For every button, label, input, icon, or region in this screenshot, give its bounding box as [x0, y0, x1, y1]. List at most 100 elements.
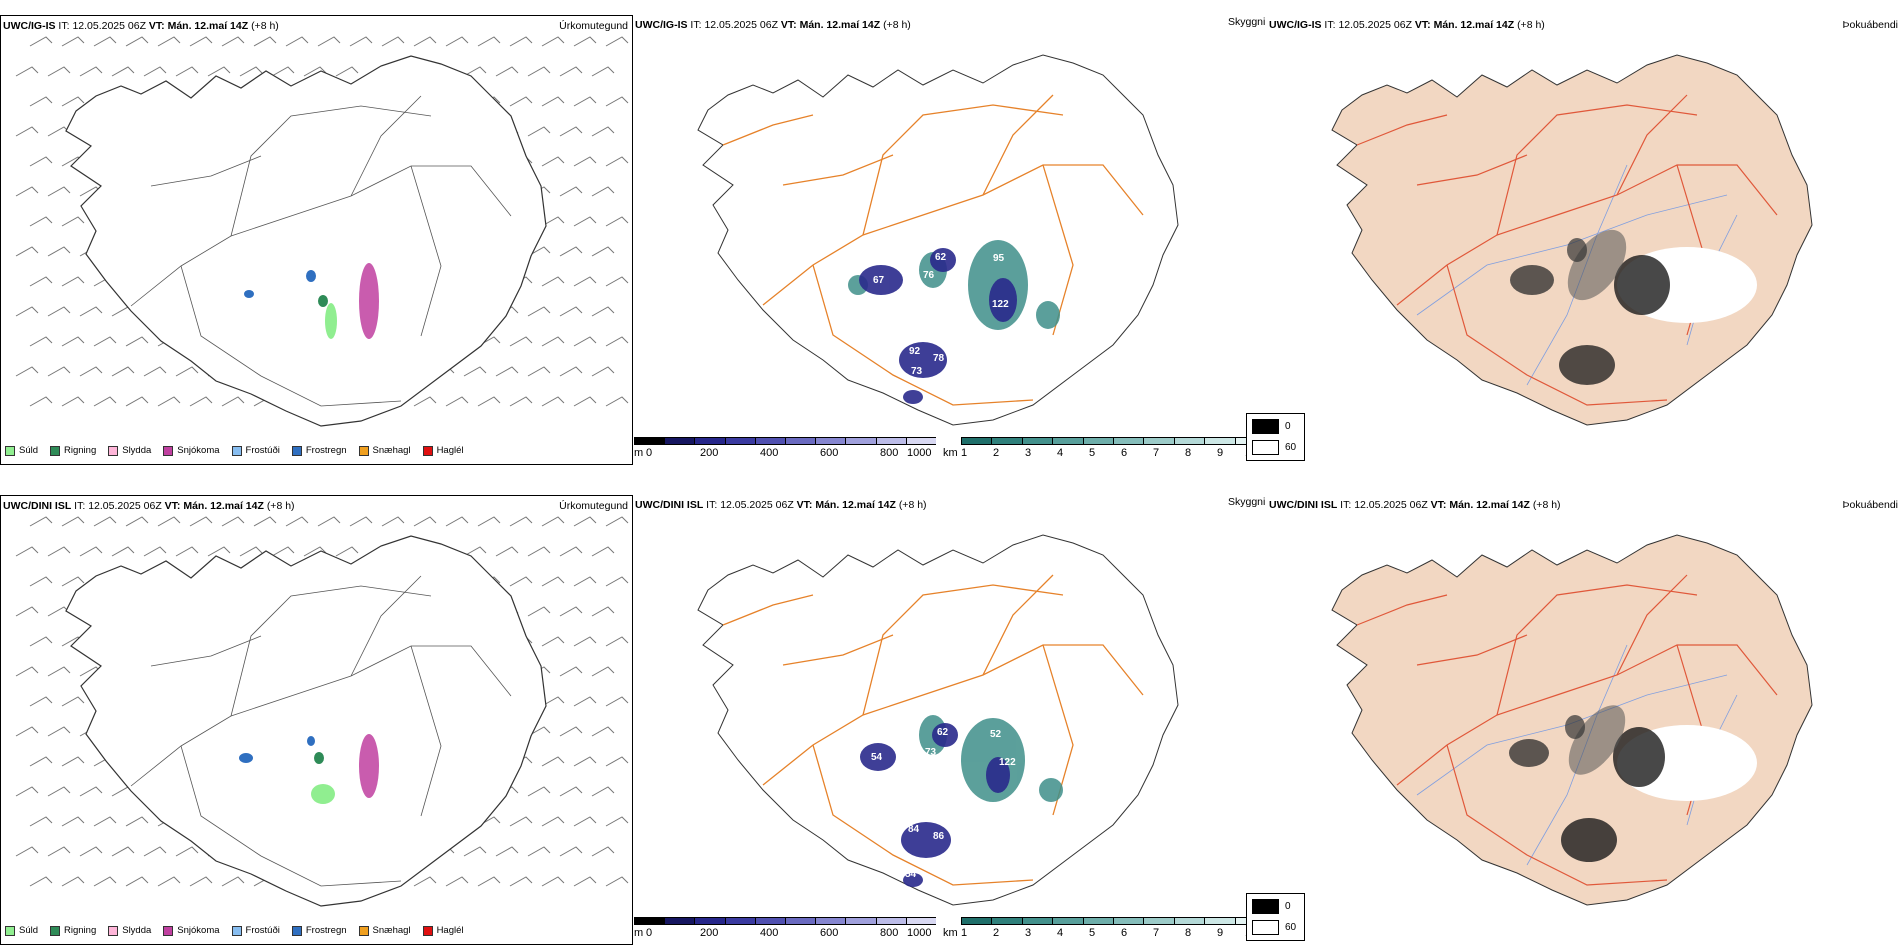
precip-type-map: [15, 516, 629, 907]
wind-barb: [111, 366, 135, 377]
wind-barb: [605, 216, 629, 227]
colorbar-segment: [754, 917, 785, 925]
colorbar-segment: [694, 437, 725, 445]
wind-barb: [15, 246, 39, 257]
wind-barb: [15, 846, 39, 857]
wind-barb: [527, 126, 551, 137]
wind-barb: [61, 336, 85, 347]
colorbar-segment: [961, 917, 992, 925]
wind-barb: [381, 36, 405, 47]
wind-barb: [143, 846, 167, 857]
wind-barb: [303, 546, 327, 557]
fog-indicator-areas: [1510, 229, 1757, 385]
colorbar-segment: [1173, 437, 1205, 445]
parameter-name: Þokuábendi: [1842, 499, 1898, 511]
wind-barb: [221, 396, 245, 407]
legend-swatch: [231, 925, 242, 936]
wind-barb: [29, 396, 53, 407]
wind-barb: [61, 516, 85, 527]
wind-barb: [463, 66, 487, 77]
wind-barb: [157, 516, 181, 527]
colorbar-segment: [875, 917, 906, 925]
wind-barb: [573, 336, 597, 347]
legend-item: Slydda: [108, 445, 151, 456]
wind-barb: [125, 336, 149, 347]
wind-barb: [445, 516, 469, 527]
wind-barb: [541, 816, 565, 827]
legend-swatch-dark: [1252, 419, 1279, 434]
legend-item: Rigning: [50, 445, 96, 456]
wind-barb: [47, 366, 71, 377]
wind-barb: [47, 726, 71, 737]
colorbar-segment: [991, 437, 1022, 445]
wind-barb: [93, 36, 117, 47]
colorbar-segment: [1112, 917, 1144, 925]
wind-barb: [29, 876, 53, 887]
wind-barb: [591, 66, 615, 77]
legend-swatch: [163, 925, 174, 936]
ceiling-label: 122: [992, 299, 1009, 310]
ceiling-label: 54: [905, 869, 917, 880]
wind-barb: [157, 876, 181, 887]
ceiling-label: 84: [908, 824, 920, 835]
colorbar-segment: [634, 917, 665, 925]
wind-barb: [509, 96, 533, 107]
panel-header: UWC/DINI ISL IT: 12.05.2025 06Z VT: Mán.…: [635, 499, 927, 511]
wind-barb: [445, 396, 469, 407]
wind-barb: [541, 216, 565, 227]
wind-barb: [253, 516, 277, 527]
wind-barb: [445, 876, 469, 887]
wind-barb: [559, 726, 583, 737]
wind-barb: [527, 66, 551, 77]
wind-barb: [591, 366, 615, 377]
precip-type-panel-row1: UWC/IG-IS IT: 12.05.2025 06Z VT: Mán. 12…: [0, 15, 633, 465]
colorbar-segment: [724, 917, 755, 925]
wind-barb: [15, 546, 39, 557]
iceland-coastline: [65, 55, 547, 427]
colorbar-segment: [1204, 917, 1235, 925]
panel-header: UWC/IG-IS IT: 12.05.2025 06Z VT: Mán. 12…: [3, 20, 279, 32]
precip-snow-area: [359, 734, 379, 798]
fog-indicator-panel-row2: UWC/DINI ISL IT: 12.05.2025 06Z VT: Mán.…: [1246, 495, 1900, 945]
wind-barb: [349, 36, 373, 47]
wind-barb: [591, 186, 615, 197]
wind-barb: [285, 516, 309, 527]
wind-barb: [527, 606, 551, 617]
colorbar-segment: [815, 917, 846, 925]
wind-barb: [271, 66, 295, 77]
panel-header: UWC/IG-IS IT: 12.05.2025 06Z VT: Mán. 12…: [1269, 19, 1545, 31]
wind-barb: [573, 216, 597, 227]
colorbar-segment: [1082, 437, 1113, 445]
wind-barb: [463, 366, 487, 377]
wind-barb: [61, 816, 85, 827]
wind-barb: [605, 576, 629, 587]
wind-barb: [61, 876, 85, 887]
wind-barb: [495, 546, 519, 557]
precip-freezing-rain-area: [239, 736, 315, 763]
wind-barb: [61, 96, 85, 107]
wind-barb: [495, 846, 519, 857]
legend-swatch: [291, 445, 302, 456]
wind-barb: [29, 636, 53, 647]
legend-swatch-light: [1252, 440, 1279, 455]
wind-barb: [509, 36, 533, 47]
wind-barb: [15, 366, 39, 377]
wind-barb: [463, 546, 487, 557]
wind-barb: [605, 96, 629, 107]
ceiling-label: 73: [911, 366, 923, 377]
road-network: [130, 95, 512, 407]
colorbar-segment: [784, 437, 816, 445]
wind-barb: [111, 846, 135, 857]
wind-barb: [527, 846, 551, 857]
ceiling-label: 62: [935, 252, 947, 263]
wind-barb: [541, 756, 565, 767]
wind-barb: [573, 816, 597, 827]
wind-barb: [541, 156, 565, 167]
wind-barb: [15, 666, 39, 677]
legend-item: Slydda: [108, 925, 151, 936]
wind-barb: [495, 66, 519, 77]
wind-barb: [559, 186, 583, 197]
wind-barb: [29, 156, 53, 167]
wind-barb: [29, 576, 53, 587]
wind-barb: [29, 276, 53, 287]
